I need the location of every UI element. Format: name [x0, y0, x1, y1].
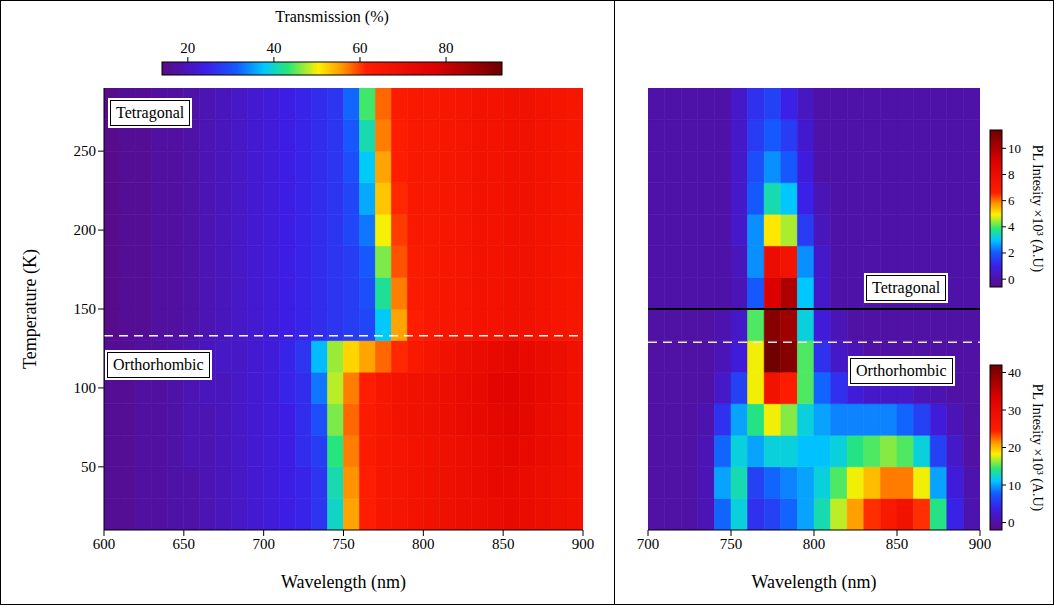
- svg-text:650: 650: [173, 536, 196, 552]
- svg-text:10: 10: [1008, 478, 1021, 493]
- svg-text:900: 900: [969, 536, 992, 552]
- svg-text:0: 0: [1008, 272, 1015, 287]
- svg-text:8: 8: [1008, 167, 1015, 182]
- svg-text:20: 20: [180, 40, 195, 56]
- svg-text:80: 80: [439, 40, 454, 56]
- svg-text:60: 60: [352, 40, 367, 56]
- svg-text:10: 10: [1008, 141, 1021, 156]
- svg-text:50: 50: [81, 459, 96, 475]
- svg-text:PL Intesity ×10³ (A.U): PL Intesity ×10³ (A.U): [1029, 384, 1045, 512]
- svg-text:700: 700: [637, 536, 660, 552]
- svg-text:750: 750: [332, 536, 355, 552]
- svg-text:100: 100: [74, 380, 97, 396]
- html-text:Tetragonal: Tetragonal: [872, 279, 941, 296]
- svg-text:6: 6: [1008, 193, 1015, 208]
- svg-text:250: 250: [74, 143, 97, 159]
- svg-text:Temperature (K): Temperature (K): [20, 249, 41, 369]
- svg-text:600: 600: [93, 536, 116, 552]
- svg-text:20: 20: [1008, 440, 1021, 455]
- html-text:Orthorhombic: Orthorhombic: [856, 362, 947, 379]
- svg-text:700: 700: [252, 536, 275, 552]
- svg-text:850: 850: [886, 536, 909, 552]
- svg-text:850: 850: [492, 536, 515, 552]
- html-text:Tetragonal: Tetragonal: [116, 104, 185, 121]
- svg-text:PL Intesity ×10³ (A.U): PL Intesity ×10³ (A.U): [1029, 145, 1045, 273]
- svg-text:Wavelength (nm): Wavelength (nm): [281, 572, 406, 593]
- svg-text:800: 800: [803, 536, 826, 552]
- svg-text:200: 200: [74, 222, 97, 238]
- svg-text:150: 150: [74, 301, 97, 317]
- svg-text:4: 4: [1008, 219, 1015, 234]
- svg-text:900: 900: [572, 536, 595, 552]
- svg-text:0: 0: [1008, 515, 1015, 530]
- svg-text:30: 30: [1008, 403, 1021, 418]
- svg-text:2: 2: [1008, 245, 1015, 260]
- svg-text:750: 750: [720, 536, 743, 552]
- svg-text:800: 800: [412, 536, 435, 552]
- svg-text:Transmission (%): Transmission (%): [275, 8, 389, 26]
- html-text:Orthorhombic: Orthorhombic: [113, 356, 204, 373]
- svg-text:40: 40: [1008, 365, 1021, 380]
- svg-text:Wavelength (nm): Wavelength (nm): [751, 572, 876, 593]
- svg-text:40: 40: [266, 40, 281, 56]
